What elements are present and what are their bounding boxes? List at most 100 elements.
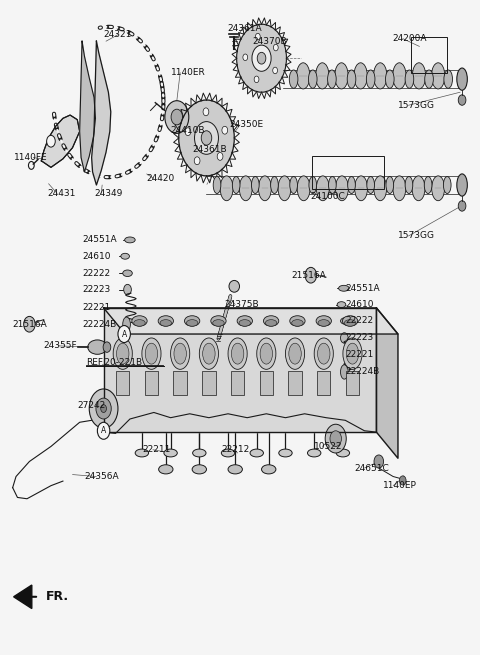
Ellipse shape xyxy=(386,176,394,193)
Polygon shape xyxy=(80,41,96,172)
Text: 1573GG: 1573GG xyxy=(398,101,435,110)
Ellipse shape xyxy=(425,70,433,88)
Ellipse shape xyxy=(170,338,190,369)
Ellipse shape xyxy=(135,449,149,457)
Circle shape xyxy=(24,316,35,332)
Ellipse shape xyxy=(316,316,331,326)
Text: 22224B: 22224B xyxy=(82,320,116,329)
Ellipse shape xyxy=(405,176,413,193)
Ellipse shape xyxy=(134,320,145,326)
Ellipse shape xyxy=(184,316,200,326)
Text: 24350E: 24350E xyxy=(229,121,264,130)
Text: 24356A: 24356A xyxy=(84,472,119,481)
Text: 24431: 24431 xyxy=(48,189,76,198)
Ellipse shape xyxy=(344,320,356,326)
Ellipse shape xyxy=(220,176,233,200)
Text: 22222: 22222 xyxy=(82,269,110,278)
Text: 24355F: 24355F xyxy=(44,341,77,350)
Bar xyxy=(312,157,384,189)
Text: 24349: 24349 xyxy=(94,189,122,198)
Ellipse shape xyxy=(203,343,215,364)
Polygon shape xyxy=(92,41,111,185)
Ellipse shape xyxy=(444,176,451,193)
Text: 22222: 22222 xyxy=(345,316,373,326)
Text: 24370B: 24370B xyxy=(252,37,287,46)
Ellipse shape xyxy=(393,63,406,89)
Ellipse shape xyxy=(366,70,375,88)
Ellipse shape xyxy=(278,176,291,200)
Text: 24651C: 24651C xyxy=(354,464,389,472)
Ellipse shape xyxy=(262,465,276,474)
Ellipse shape xyxy=(346,343,359,364)
Ellipse shape xyxy=(373,63,387,89)
Ellipse shape xyxy=(113,338,132,369)
Circle shape xyxy=(330,431,341,447)
Polygon shape xyxy=(41,115,80,168)
Text: 22211: 22211 xyxy=(142,445,170,454)
Ellipse shape xyxy=(290,176,298,193)
Circle shape xyxy=(255,33,260,40)
Ellipse shape xyxy=(336,176,348,200)
Text: FR.: FR. xyxy=(46,590,69,603)
Ellipse shape xyxy=(123,270,132,276)
Ellipse shape xyxy=(290,316,305,326)
Ellipse shape xyxy=(258,176,271,200)
Ellipse shape xyxy=(412,176,425,200)
Ellipse shape xyxy=(232,176,240,193)
Circle shape xyxy=(96,398,111,419)
Ellipse shape xyxy=(260,343,273,364)
Ellipse shape xyxy=(240,176,252,200)
Circle shape xyxy=(89,389,118,428)
Ellipse shape xyxy=(328,176,336,193)
Text: A: A xyxy=(121,329,127,339)
Circle shape xyxy=(217,153,223,160)
Ellipse shape xyxy=(327,70,336,88)
Circle shape xyxy=(340,333,348,343)
Bar xyxy=(288,371,302,395)
Ellipse shape xyxy=(186,320,198,326)
Text: 24200A: 24200A xyxy=(392,34,427,43)
Circle shape xyxy=(273,67,277,74)
Ellipse shape xyxy=(367,176,374,193)
Ellipse shape xyxy=(132,316,147,326)
Text: REF.20-221B: REF.20-221B xyxy=(86,358,142,367)
Ellipse shape xyxy=(279,449,292,457)
Text: 24610: 24610 xyxy=(82,252,110,261)
Ellipse shape xyxy=(257,338,276,369)
Bar xyxy=(317,371,330,395)
Circle shape xyxy=(305,267,317,283)
Ellipse shape xyxy=(117,343,129,364)
Circle shape xyxy=(201,131,212,145)
Text: 1140FE: 1140FE xyxy=(14,153,48,162)
Bar xyxy=(260,371,273,395)
Circle shape xyxy=(243,54,248,60)
Ellipse shape xyxy=(297,63,310,89)
Text: 24375B: 24375B xyxy=(225,300,259,309)
Text: 24361B: 24361B xyxy=(192,145,227,154)
Ellipse shape xyxy=(314,338,333,369)
Ellipse shape xyxy=(211,316,226,326)
Ellipse shape xyxy=(343,338,362,369)
Circle shape xyxy=(47,136,55,147)
Ellipse shape xyxy=(297,176,310,200)
Circle shape xyxy=(171,109,182,125)
Bar xyxy=(346,371,359,395)
Ellipse shape xyxy=(335,63,348,89)
Text: 1140ER: 1140ER xyxy=(170,68,205,77)
Text: 1573GG: 1573GG xyxy=(398,231,435,240)
Ellipse shape xyxy=(318,320,329,326)
Ellipse shape xyxy=(231,343,244,364)
Ellipse shape xyxy=(125,237,135,243)
Ellipse shape xyxy=(289,343,301,364)
Ellipse shape xyxy=(164,449,177,457)
Ellipse shape xyxy=(309,70,317,88)
Polygon shape xyxy=(104,308,376,432)
Text: 24610: 24610 xyxy=(345,300,374,309)
Ellipse shape xyxy=(158,316,173,326)
Polygon shape xyxy=(13,585,32,608)
Circle shape xyxy=(101,405,107,413)
Circle shape xyxy=(257,52,266,64)
Text: 27242: 27242 xyxy=(77,402,106,411)
Ellipse shape xyxy=(265,320,277,326)
Ellipse shape xyxy=(213,176,221,193)
